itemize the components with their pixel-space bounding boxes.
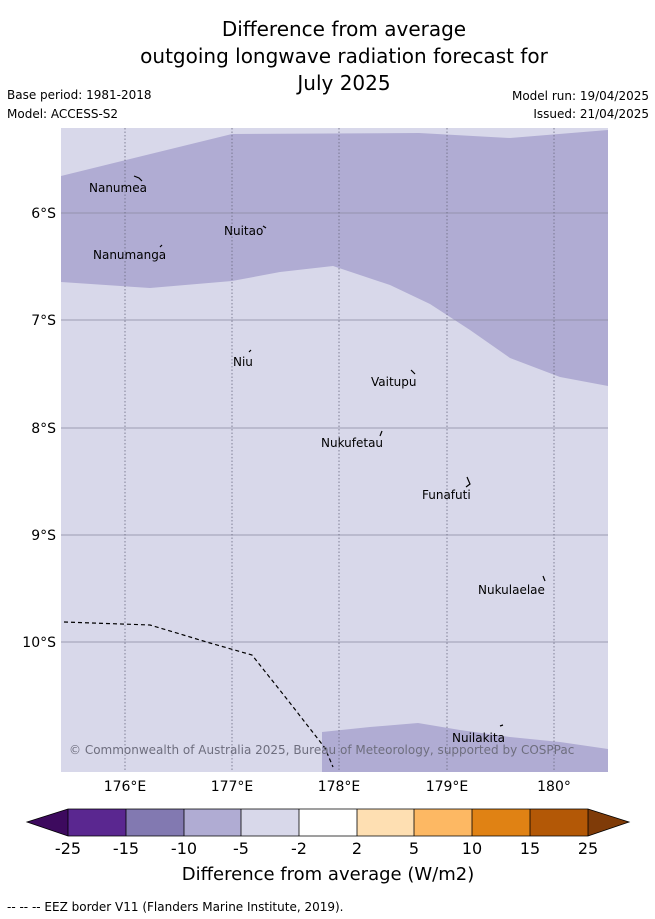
x-tick-176e: 176°E <box>104 779 147 795</box>
title-line-2: outgoing longwave radiation forecast for <box>140 44 548 68</box>
colorbar-dividers <box>67 809 589 836</box>
map-figure: Nanumea Nuitao Nanumanga Niu Vaitupu Nuk… <box>22 128 631 885</box>
colorbar-tick-2: 2 <box>352 839 362 858</box>
nanumanga-island-shape <box>159 244 163 248</box>
colorbar-tick-neg10: -10 <box>171 839 197 858</box>
x-tick-177e: 177°E <box>211 779 254 795</box>
colorbar-label: Difference from average (W/m2) <box>182 864 474 885</box>
colorbar-segment-10-15 <box>472 809 530 836</box>
colorbar-tick-neg15: -15 <box>113 839 139 858</box>
y-tick-8s: 8°S <box>31 421 56 437</box>
y-tick-6s: 6°S <box>31 206 56 222</box>
nuitao-island-shape <box>262 225 267 229</box>
y-tick-9s: 9°S <box>31 528 56 544</box>
colorbar-tick-neg5: -5 <box>233 839 249 858</box>
colorbar-segment-neg5-neg2 <box>241 809 299 836</box>
colorbar-extend-low <box>27 809 68 836</box>
copyright-notice: © Commonwealth of Australia 2025, Bureau… <box>69 743 574 757</box>
x-tick-179e: 179°E <box>426 779 469 795</box>
latitude-gridlines <box>61 212 608 643</box>
title-line-1: Difference from average <box>221 17 467 41</box>
base-period: Base period: 1981-2018 <box>7 88 152 102</box>
longitude-gridlines <box>124 128 555 772</box>
colorbar-segment-15-25 <box>530 809 588 836</box>
longitude-tick-labels: 176°E 177°E 178°E 179°E 180° <box>104 779 571 795</box>
model-name: Model: ACCESS-S2 <box>7 107 119 121</box>
colorbar-segment-neg15-neg10 <box>126 809 184 836</box>
label-nukufetau: Nukufetau <box>321 436 383 450</box>
colorbar-segment-neg10-neg5 <box>184 809 241 836</box>
nanumea-island-shape <box>133 175 143 182</box>
eez-border-line <box>63 621 334 768</box>
x-tick-180: 180° <box>537 779 571 795</box>
eez-footnote: -- -- -- EEZ border V11 (Flanders Marine… <box>7 900 344 914</box>
nuilakita-island-shape <box>499 724 504 727</box>
vaitupu-island-shape <box>410 369 416 375</box>
latitude-tick-labels: 6°S 7°S 8°S 9°S 10°S <box>22 206 56 651</box>
colorbar-segment-neg2-2 <box>299 809 357 836</box>
label-nuilakita: Nuilakita <box>452 731 505 745</box>
colorbar-segment-neg25-neg15 <box>68 809 126 836</box>
colorbar-tick-10: 10 <box>462 839 482 858</box>
model-run: Model run: 19/04/2025 <box>511 89 649 103</box>
label-nanumea: Nanumea <box>89 181 147 195</box>
colorbar-segment-5-10 <box>414 809 472 836</box>
colorbar-segment-2-5 <box>357 809 414 836</box>
colorbar-tick-neg25: -25 <box>55 839 81 858</box>
island-shapes <box>133 175 546 727</box>
colorbar-tick-neg2: -2 <box>291 839 307 858</box>
y-tick-10s: 10°S <box>22 635 56 651</box>
nukufetau-island-shape <box>379 430 383 437</box>
anomaly-region-dark-south <box>322 723 608 772</box>
label-nuitao: Nuitao <box>224 224 263 238</box>
issued-date: Issued: 21/04/2025 <box>533 107 649 121</box>
colorbar-tick-5: 5 <box>409 839 419 858</box>
label-nanumanga: Nanumanga <box>93 248 166 262</box>
anomaly-region-dark-north <box>61 130 608 386</box>
x-tick-178e: 178°E <box>318 779 361 795</box>
funafuti-island-shape <box>465 476 471 488</box>
label-nukulaelae: Nukulaelae <box>478 583 545 597</box>
label-niu: Niu <box>233 355 253 369</box>
colorbar-tick-15: 15 <box>520 839 540 858</box>
title-line-3: July 2025 <box>297 71 391 95</box>
colorbar-extend-high <box>588 809 629 836</box>
label-vaitupu: Vaitupu <box>371 375 417 389</box>
map-title: Difference from average outgoing longwav… <box>0 16 655 97</box>
y-tick-7s: 7°S <box>31 313 56 329</box>
niu-island-shape <box>248 349 252 353</box>
colorbar-tick-25: 25 <box>578 839 598 858</box>
label-funafuti: Funafuti <box>422 488 471 502</box>
colorbar: -25 -15 -10 -5 -2 2 5 10 15 25 Differenc… <box>25 808 631 885</box>
island-labels: Nanumea Nuitao Nanumanga Niu Vaitupu Nuk… <box>89 181 545 745</box>
nukulaelae-island-shape <box>542 575 546 582</box>
